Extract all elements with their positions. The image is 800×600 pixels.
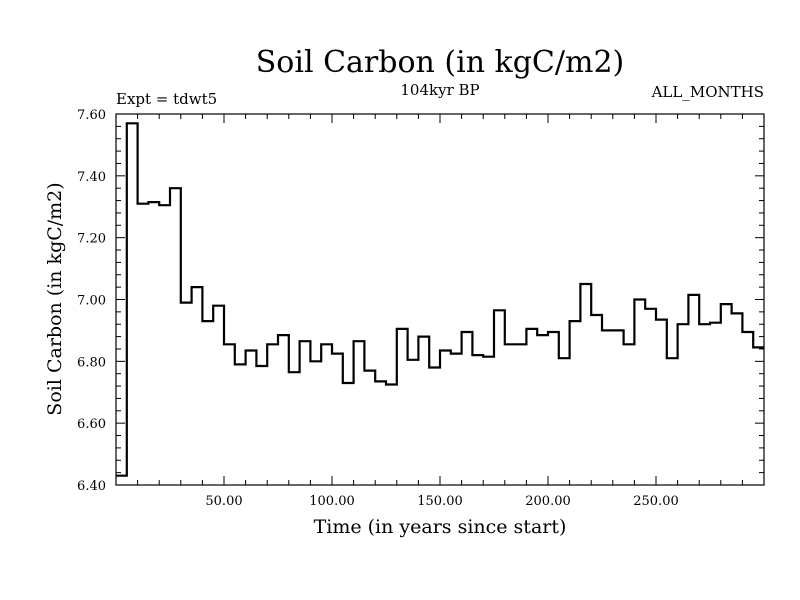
x-tick-label: 50.00 bbox=[205, 494, 242, 509]
plot-frame bbox=[115, 113, 765, 486]
y-tick-label: 6.40 bbox=[77, 479, 106, 494]
y-tick-label: 6.80 bbox=[77, 355, 106, 370]
x-tick-label: 250.00 bbox=[633, 494, 679, 509]
y-tick-label: 7.40 bbox=[77, 170, 106, 185]
experiment-label: Expt = tdwt5 bbox=[116, 90, 217, 108]
x-tick-label: 200.00 bbox=[525, 494, 571, 509]
y-tick-label: 7.20 bbox=[77, 232, 106, 247]
y-tick-label: 7.00 bbox=[77, 294, 106, 309]
y-axis-label: Soil Carbon (in kgC/m2) bbox=[44, 182, 66, 415]
y-tick-label: 7.60 bbox=[77, 108, 106, 123]
soil-carbon-series-line bbox=[116, 122, 764, 477]
x-tick-label: 100.00 bbox=[309, 494, 355, 509]
x-tick-label: 150.00 bbox=[417, 494, 463, 509]
x-axis-label: Time (in years since start) bbox=[314, 516, 567, 538]
plot-area: 50.00 100.00 150.00 200.00 250.00 6.40 6.60 6.8… bbox=[77, 108, 765, 509]
y-tick-label: 6.60 bbox=[77, 417, 106, 432]
chart-title: Soil Carbon (in kgC/m2) bbox=[256, 45, 624, 80]
chart-subtitle: 104kyr BP bbox=[400, 81, 479, 99]
months-label: ALL_MONTHS bbox=[651, 83, 764, 101]
